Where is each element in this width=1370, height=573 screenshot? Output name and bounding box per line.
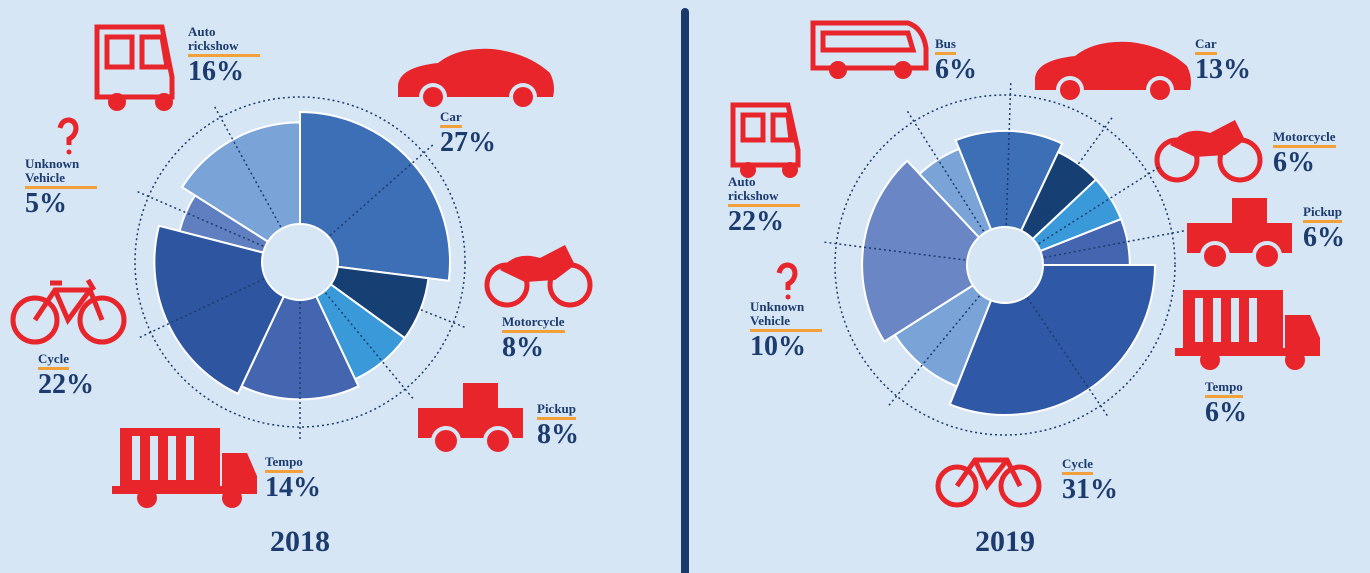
segment-name: Unknown Vehicle xyxy=(25,157,97,189)
segment-label: Unknown Vehicle 5% xyxy=(25,157,97,219)
outer-ring xyxy=(134,96,466,428)
segment-percent: 6% xyxy=(935,54,977,85)
segment-name: Car xyxy=(1195,37,1217,55)
pie-segment xyxy=(299,110,451,282)
segment-percent: 6% xyxy=(1303,222,1345,253)
segment-name: Unknown Vehicle xyxy=(750,300,822,332)
segment-percent: 6% xyxy=(1273,147,1315,178)
icon-bicycle xyxy=(10,278,127,345)
icon-pickup xyxy=(418,383,523,456)
center-hole xyxy=(966,226,1044,304)
icon-rickshaw xyxy=(730,102,801,178)
segment-label: Bus 6% xyxy=(935,35,977,85)
segment-label: Car 13% xyxy=(1195,35,1251,85)
segment-percent: 6% xyxy=(1205,397,1247,428)
segment-name: Cycle xyxy=(1062,457,1094,475)
segment-label: Tempo 14% xyxy=(265,453,321,503)
segment-label: Motorcycle 8% xyxy=(502,313,565,363)
segment-percent: 22% xyxy=(728,206,784,237)
icon-question xyxy=(57,117,79,155)
segment-percent: 5% xyxy=(25,188,67,219)
center-hole xyxy=(261,223,339,301)
segment-percent: 22% xyxy=(38,369,94,400)
segment-label: Auto rickshow 22% xyxy=(728,175,800,237)
pie-segment xyxy=(954,129,1064,268)
segment-label: Pickup 8% xyxy=(537,400,579,450)
segment-name: Auto rickshow xyxy=(728,175,800,207)
icon-pickup xyxy=(1187,198,1292,271)
chart-title: 2019 xyxy=(975,525,1035,558)
icon-truck xyxy=(112,428,257,508)
segment-label: Cycle 22% xyxy=(38,350,94,400)
pie-segment xyxy=(240,259,360,401)
segment-percent: 31% xyxy=(1062,474,1118,505)
segment-label: Tempo 6% xyxy=(1205,378,1247,428)
segment-name: Bus xyxy=(935,37,956,55)
segment-name: Auto rickshow xyxy=(188,25,260,57)
icon-bus xyxy=(810,20,929,79)
segment-label: Car 27% xyxy=(440,108,496,158)
segment-percent: 8% xyxy=(502,332,544,363)
icon-rickshaw xyxy=(94,24,175,111)
segment-label: Motorcycle 6% xyxy=(1273,128,1336,178)
segment-percent: 8% xyxy=(537,419,579,450)
segment-name: Tempo xyxy=(1205,380,1243,398)
outer-ring xyxy=(834,94,1176,436)
segment-percent: 10% xyxy=(750,331,806,362)
segment-name: Pickup xyxy=(1303,205,1343,223)
segment-label: Pickup 6% xyxy=(1303,203,1345,253)
segment-name: Motorcycle xyxy=(502,315,565,333)
segment-label: Cycle 31% xyxy=(1062,455,1118,505)
segment-name: Tempo xyxy=(265,455,303,473)
icon-question xyxy=(776,262,798,300)
chart-title: 2018 xyxy=(270,525,330,558)
icon-truck xyxy=(1175,290,1320,370)
segment-percent: 13% xyxy=(1195,54,1251,85)
icon-car xyxy=(398,48,554,111)
pie-segment xyxy=(180,121,301,264)
segment-name: Cycle xyxy=(38,352,70,370)
icon-motorcycle xyxy=(484,245,593,308)
icon-car xyxy=(1035,41,1191,104)
segment-percent: 16% xyxy=(188,56,244,87)
segment-name: Car xyxy=(440,110,462,128)
pie-segment xyxy=(861,159,1007,343)
icon-motorcycle xyxy=(1154,120,1263,183)
segment-percent: 27% xyxy=(440,127,496,158)
icon-bicycle xyxy=(935,457,1042,508)
segment-label: Unknown Vehicle 10% xyxy=(750,300,822,362)
segment-percent: 14% xyxy=(265,472,321,503)
segment-name: Pickup xyxy=(537,402,577,420)
segment-name: Motorcycle xyxy=(1273,130,1336,148)
segment-label: Auto rickshow 16% xyxy=(188,25,260,87)
